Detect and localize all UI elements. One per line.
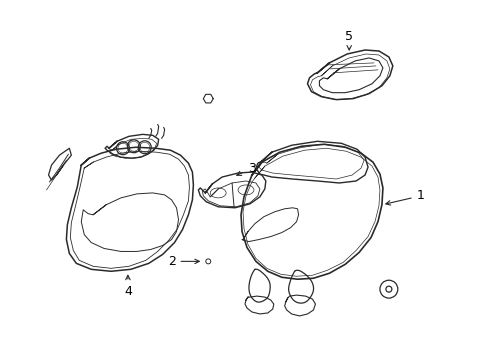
Text: 1: 1 — [385, 189, 424, 205]
Text: 2: 2 — [167, 255, 199, 268]
Text: 4: 4 — [124, 275, 132, 298]
Text: 5: 5 — [345, 30, 352, 50]
Text: 3: 3 — [236, 162, 255, 175]
